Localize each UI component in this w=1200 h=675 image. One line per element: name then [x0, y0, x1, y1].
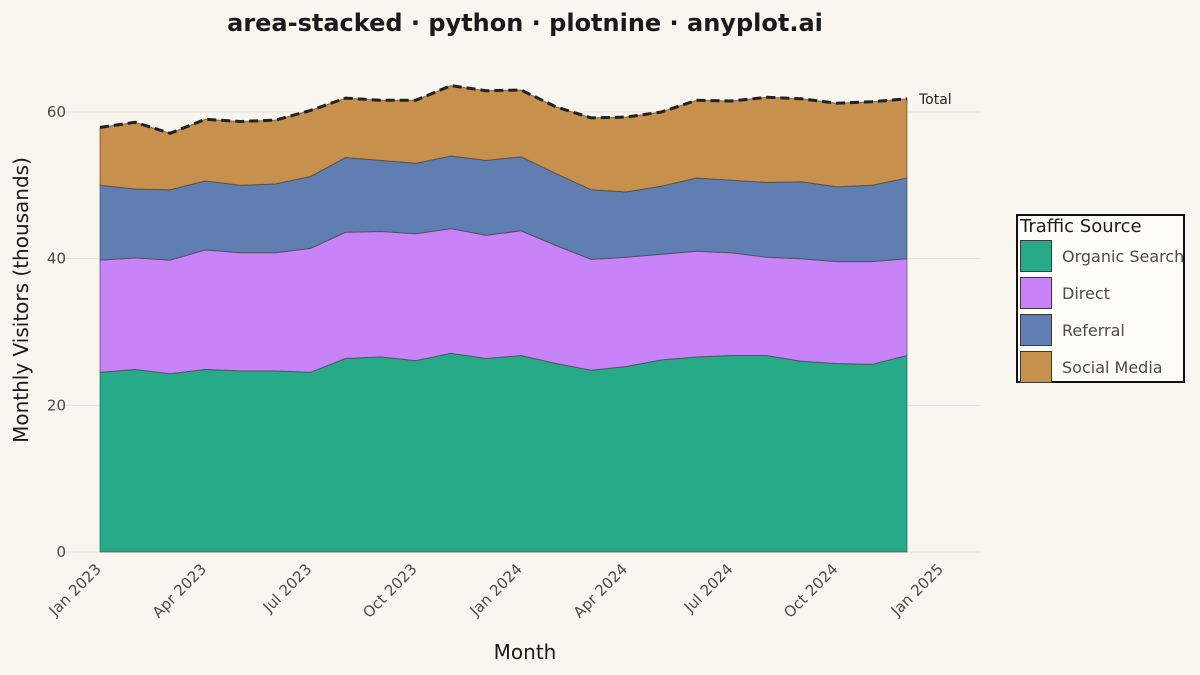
legend-item: Organic Search [1020, 240, 1200, 274]
x-tick-label: Apr 2024 [570, 560, 631, 621]
legend-label: Referral [1062, 321, 1125, 340]
x-tick-label: Jan 2024 [466, 560, 526, 620]
y-tick-label: 0 [56, 543, 66, 561]
legend-label: Social Media [1062, 358, 1163, 377]
chart-title: area-stacked · python · plotnine · anypl… [227, 9, 823, 37]
x-axis: Jan 2023 Apr 2023 Jul 2023 Oct 2023 Jan 2024… [45, 560, 947, 621]
y-tick-label: 20 [47, 396, 66, 414]
legend-swatch [1020, 277, 1052, 309]
legend-item: Referral [1020, 314, 1200, 348]
legend-item: Direct [1020, 277, 1200, 311]
x-tick-label: Oct 2023 [359, 560, 420, 621]
y-axis-title: Monthly Visitors (thousands) [9, 157, 33, 443]
y-tick-label: 40 [47, 250, 66, 268]
area-social-media [99, 85, 908, 193]
legend: Traffic Source Organic Search Direct Refer… [1016, 214, 1185, 383]
legend-label: Direct [1062, 284, 1110, 303]
x-tick-label: Jul 2024 [680, 560, 737, 617]
legend-swatch [1020, 351, 1052, 383]
total-label: Total [918, 92, 952, 108]
x-tick-label: Oct 2024 [780, 560, 841, 621]
x-tick-label: Apr 2023 [149, 560, 210, 621]
total-line [99, 84, 908, 135]
legend-item: Social Media [1020, 351, 1200, 385]
legend-title: Traffic Source [1020, 216, 1142, 237]
y-tick-label: 60 [47, 103, 66, 121]
x-tick-label: Jan 2025 [887, 560, 947, 620]
x-axis-title: Month [494, 640, 557, 664]
total-line-group: Total [99, 84, 952, 135]
y-axis: 0 20 40 60 [47, 103, 66, 561]
plot-areas [99, 85, 908, 553]
x-tick-label: Jan 2023 [45, 560, 105, 620]
legend-label: Organic Search [1062, 247, 1185, 266]
area-organic-search [99, 352, 908, 553]
legend-swatch [1020, 240, 1052, 272]
legend-swatch [1020, 314, 1052, 346]
x-tick-label: Jul 2023 [259, 560, 316, 617]
